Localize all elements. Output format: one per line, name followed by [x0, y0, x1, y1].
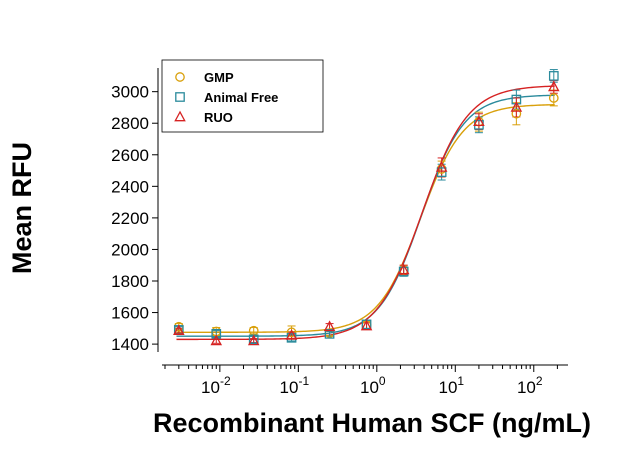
data-point [510, 101, 523, 112]
data-point [435, 161, 448, 172]
x-tick-label: 101 [438, 374, 464, 397]
y-tick-label: 2400 [111, 177, 149, 196]
legend-box [161, 59, 324, 133]
data-point [286, 327, 297, 338]
x-tick-label: 102 [517, 374, 543, 397]
data-point [548, 71, 559, 81]
y-tick-label: 2200 [111, 209, 149, 228]
y-tick-label: 3000 [111, 83, 149, 102]
data-point [285, 329, 298, 340]
data-point [548, 93, 559, 103]
x-axis-title: Recombinant Human SCF (ng/mL) [153, 408, 591, 438]
y-tick-label: 1400 [111, 335, 149, 354]
legend: GMP Animal Free RUO [161, 59, 324, 133]
x-tick-label: 10-1 [280, 374, 310, 397]
fit-curve [176, 104, 555, 333]
data-point [473, 115, 485, 126]
y-tick-label: 2800 [111, 114, 149, 133]
legend-label: Animal Free [204, 90, 278, 105]
legend-label: GMP [204, 70, 234, 85]
plot-area: 1400 1600 1800 2000 2200 2400 2600 2800 3000 10-… [111, 68, 568, 397]
y-tick-label: 2000 [111, 240, 149, 259]
data-point [397, 263, 410, 275]
y-tick-label: 2600 [111, 146, 149, 165]
data-point [360, 319, 373, 331]
y-tick-label: 1800 [111, 272, 149, 291]
y-axis-title: Mean RFU [7, 142, 37, 274]
legend-items: GMP Animal Free RUO [174, 70, 278, 125]
data-point [173, 324, 185, 336]
data-point [211, 329, 222, 339]
legend-marker [175, 92, 185, 102]
x-tick-label: 100 [360, 374, 386, 397]
y-tick-label: 1600 [111, 304, 149, 323]
data-point [247, 334, 260, 346]
legend-marker [174, 110, 186, 122]
data-point [511, 108, 522, 119]
y-axis-ticks: 1400 1600 1800 2000 2200 2400 2600 2800 3000 [111, 83, 158, 354]
data-point [436, 167, 447, 177]
data-points [173, 71, 560, 346]
legend-marker [175, 72, 185, 82]
x-axis-ticks: 10-2 10-1 100 101 102 [164, 365, 558, 397]
data-point [210, 334, 223, 346]
legend-label: RUO [204, 110, 233, 125]
x-tick-label: 10-2 [201, 374, 231, 397]
data-point [323, 320, 336, 332]
data-point [548, 80, 560, 92]
data-point [324, 329, 335, 339]
